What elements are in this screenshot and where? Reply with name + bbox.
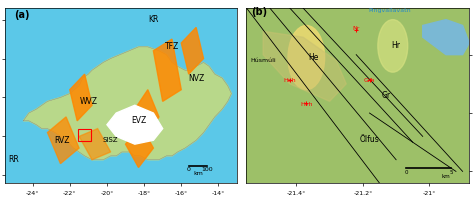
Polygon shape — [23, 47, 231, 160]
Polygon shape — [126, 125, 154, 168]
Text: Hvh: Hvh — [300, 102, 312, 107]
Text: Nr: Nr — [353, 26, 360, 31]
Text: 0: 0 — [404, 170, 408, 175]
Text: WVZ: WVZ — [79, 97, 97, 106]
Text: 0: 0 — [187, 167, 191, 172]
Polygon shape — [135, 90, 159, 136]
Text: EVZ: EVZ — [131, 116, 146, 125]
Text: Hr: Hr — [392, 41, 401, 50]
Text: Þingvallavatn: Þingvallavatn — [368, 8, 411, 13]
Polygon shape — [107, 105, 163, 144]
Text: (b): (b) — [252, 7, 268, 17]
Text: SISZ: SISZ — [103, 137, 118, 143]
Polygon shape — [154, 39, 181, 101]
Polygon shape — [263, 31, 346, 101]
Text: RR: RR — [9, 155, 19, 164]
Text: 100: 100 — [201, 167, 213, 172]
Polygon shape — [70, 74, 92, 121]
Text: Gr: Gr — [382, 91, 391, 100]
Text: Ölfus: Ölfus — [360, 135, 379, 144]
Text: RVZ: RVZ — [55, 136, 70, 145]
Polygon shape — [181, 27, 203, 74]
Text: NVZ: NVZ — [188, 73, 204, 83]
Bar — [78, 129, 91, 141]
Polygon shape — [423, 20, 469, 55]
Text: Grh: Grh — [364, 78, 375, 83]
Text: Húsmúli: Húsmúli — [250, 58, 276, 63]
Text: (a): (a) — [14, 10, 29, 20]
Text: km: km — [442, 174, 450, 179]
Text: TFZ: TFZ — [165, 42, 179, 51]
Circle shape — [378, 20, 408, 72]
Text: KR: KR — [148, 15, 159, 24]
Polygon shape — [47, 117, 79, 164]
Circle shape — [288, 25, 325, 90]
Text: Heh: Heh — [283, 78, 296, 83]
Text: He: He — [308, 53, 318, 62]
Polygon shape — [79, 129, 110, 160]
Text: km: km — [193, 171, 203, 176]
Text: 5: 5 — [449, 170, 453, 175]
